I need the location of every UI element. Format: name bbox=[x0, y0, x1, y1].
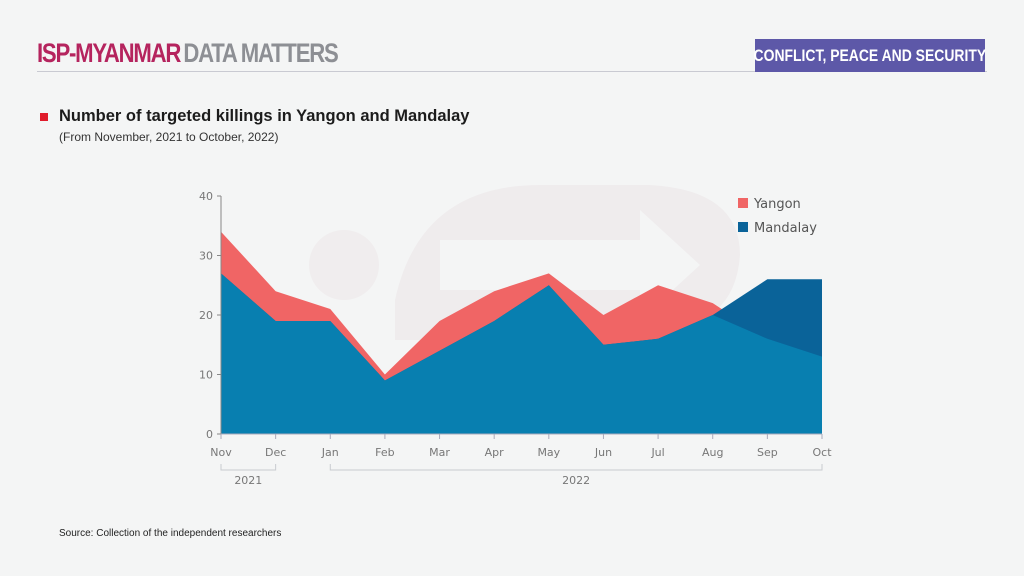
x-tick-label: Nov bbox=[210, 446, 232, 459]
y-tick-label: 40 bbox=[199, 190, 213, 203]
category-tag-label: CONFLICT, PEACE AND SECURITY bbox=[753, 45, 987, 65]
header-divider bbox=[37, 71, 987, 72]
legend-swatch-yangon bbox=[738, 198, 748, 208]
x-tick-label: Jun bbox=[594, 446, 612, 459]
area-overlap bbox=[221, 273, 822, 434]
chart-legend: Yangon Mandalay bbox=[738, 197, 817, 236]
x-tick-label: Mar bbox=[429, 446, 450, 459]
x-tick-label: Dec bbox=[265, 446, 286, 459]
y-tick-label: 10 bbox=[199, 369, 213, 382]
legend-label-mandalay: Mandalay bbox=[754, 221, 817, 236]
x-tick-label: Aug bbox=[702, 446, 723, 459]
y-tick-label: 0 bbox=[206, 428, 213, 441]
x-tick-label: Apr bbox=[485, 446, 505, 459]
x-tick-label: Jan bbox=[321, 446, 339, 459]
legend-label-yangon: Yangon bbox=[753, 197, 801, 212]
brand-secondary: DATA MATTERS bbox=[183, 38, 338, 68]
category-tag: CONFLICT, PEACE AND SECURITY bbox=[753, 39, 987, 72]
x-tick-label: Jul bbox=[650, 446, 664, 459]
title-bullet-icon bbox=[40, 113, 48, 121]
brand-primary: ISP-MYANMAR bbox=[37, 38, 181, 68]
chart-subtitle: (From November, 2021 to October, 2022) bbox=[59, 130, 279, 144]
x-tick-label: Feb bbox=[375, 446, 394, 459]
source-note: Source: Collection of the independent re… bbox=[59, 528, 282, 539]
x-tick-label: Sep bbox=[757, 446, 778, 459]
brand-logo: ISP-MYANMAR DATA MATTERS bbox=[37, 38, 339, 69]
legend-swatch-mandalay bbox=[738, 222, 748, 232]
y-tick-label: 20 bbox=[199, 309, 213, 322]
year-bracket bbox=[220, 464, 277, 471]
year-bracket bbox=[329, 464, 823, 471]
chart-title: Number of targeted killings in Yangon an… bbox=[59, 107, 470, 125]
y-tick-label: 30 bbox=[199, 250, 213, 263]
year-label: 2022 bbox=[562, 474, 590, 487]
year-label: 2021 bbox=[234, 474, 262, 487]
x-tick-label: Oct bbox=[812, 446, 832, 459]
x-tick-label: May bbox=[537, 446, 560, 459]
